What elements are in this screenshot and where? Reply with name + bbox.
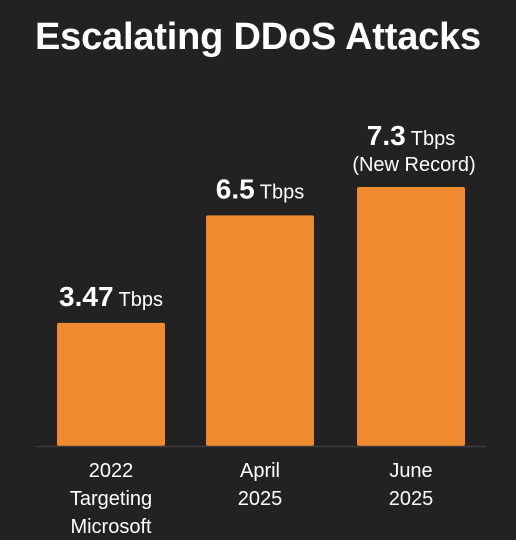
x-tick-line-1-0: April xyxy=(240,460,280,482)
value-label-0: 3.47 Tbps xyxy=(59,281,163,312)
bar-2 xyxy=(357,187,465,446)
x-tick-line-1-1: 2025 xyxy=(238,488,283,510)
x-tick-label-0: 2022 Targeting Microsoft xyxy=(70,460,152,538)
x-tick-labels-layer: 2022 Targeting Microsoft April 2025 June 2025 xyxy=(70,460,433,538)
value-number-1: 6.5 xyxy=(216,173,255,204)
x-tick-label-1: April 2025 xyxy=(238,460,283,510)
x-tick-line-2-1: 2025 xyxy=(389,488,434,510)
bar-0 xyxy=(57,322,165,446)
value-unit-2: Tbps xyxy=(411,128,455,150)
x-tick-line-0-1: Targeting xyxy=(70,488,152,510)
value-note-2: (New Record) xyxy=(352,154,475,176)
chart-title: Escalating DDoS Attacks xyxy=(35,16,481,58)
value-number-0: 3.47 xyxy=(59,281,114,312)
bars-layer xyxy=(57,187,465,446)
x-tick-line-2-0: June xyxy=(389,460,432,482)
value-unit-0: Tbps xyxy=(119,289,163,311)
value-label-1: 6.5 Tbps xyxy=(216,173,304,204)
x-tick-line-0-0: 2022 xyxy=(89,460,134,482)
x-tick-line-0-2: Microsoft xyxy=(70,516,152,538)
x-tick-label-2: June 2025 xyxy=(389,460,434,510)
value-label-2: 7.3 Tbps xyxy=(367,120,455,151)
value-number-2: 7.3 xyxy=(367,120,406,151)
value-unit-1: Tbps xyxy=(260,181,304,203)
bar-1 xyxy=(206,215,314,446)
